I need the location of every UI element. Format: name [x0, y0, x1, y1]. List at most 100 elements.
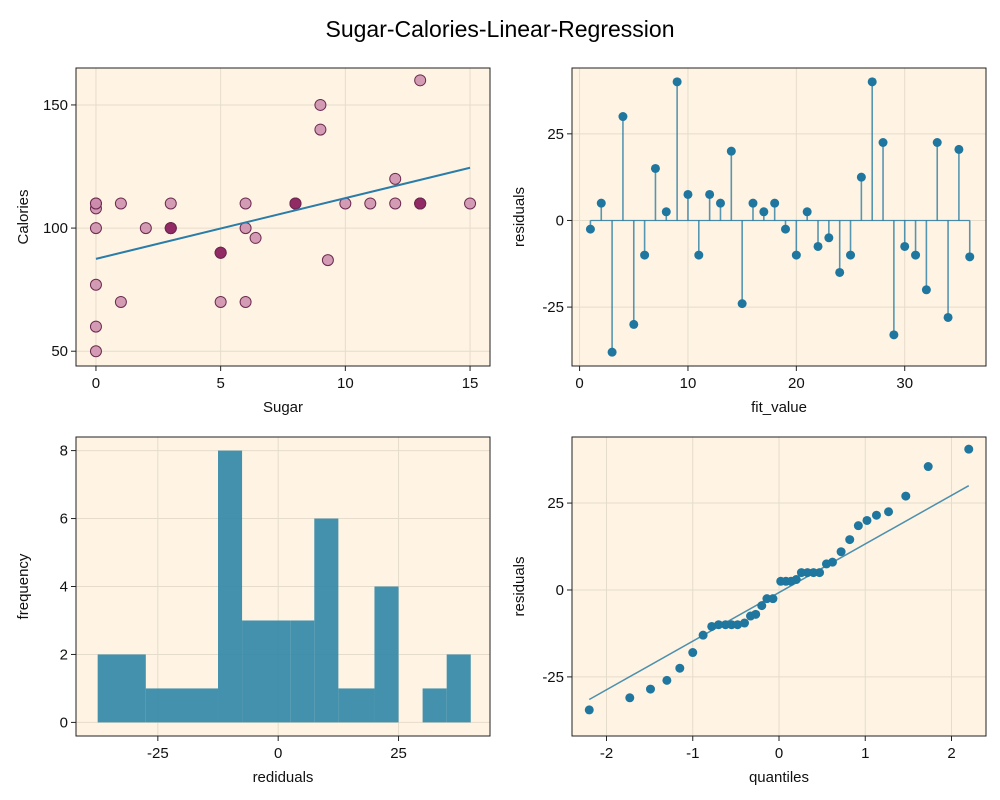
qq-point [751, 609, 761, 619]
stem-marker [607, 347, 617, 357]
x-tick-label: 15 [462, 375, 479, 392]
histogram-bar [242, 620, 291, 723]
stem-marker [965, 252, 975, 262]
scatter-point [164, 197, 177, 210]
scatter-point-overlap [164, 222, 177, 235]
histogram-bar [338, 688, 375, 723]
histogram-bar [218, 450, 243, 723]
stem-marker [954, 144, 964, 154]
scatter-point [389, 197, 402, 210]
x-tick-label: 5 [216, 375, 224, 392]
scatter-point [89, 320, 102, 333]
x-tick-label: 30 [896, 375, 913, 392]
scatter-point [414, 74, 427, 87]
histogram-bar [97, 654, 146, 723]
stem-marker [867, 77, 877, 87]
histogram-bar [145, 688, 219, 723]
x-tick-label: 10 [337, 375, 354, 392]
stem-marker [748, 198, 758, 208]
x-tick-label: 10 [680, 375, 697, 392]
scatter-point [214, 295, 227, 308]
scatter-point [114, 197, 127, 210]
qq-plot-panel: -2 -1 0 1 2 -25 0 25 quantiles residuals [511, 436, 987, 786]
stem-marker [640, 250, 650, 260]
qq-point [791, 575, 801, 585]
x-tick-label: 20 [788, 375, 805, 392]
x-axis-label: fit_value [751, 399, 807, 416]
stem-marker [813, 241, 823, 251]
x-tick-label: 1 [861, 745, 869, 762]
plot-frame [75, 67, 491, 367]
plot-area [572, 68, 986, 366]
histogram-bar [422, 688, 447, 723]
stem-marker [629, 319, 639, 329]
plot-frame [571, 67, 987, 367]
y-tick-label: 0 [556, 212, 564, 229]
y-tick-label: 6 [60, 511, 68, 528]
stem-marker [759, 207, 769, 217]
stem-marker [694, 250, 704, 260]
qq-point [871, 510, 881, 520]
stem-marker [661, 207, 671, 217]
stem-marker [932, 138, 942, 147]
qq-point [815, 568, 825, 578]
qq-point [740, 618, 749, 628]
x-tick-label: 0 [274, 745, 282, 762]
data-layer [585, 77, 975, 357]
qq-point [768, 594, 778, 604]
qq-point [584, 705, 594, 715]
stem-marker [683, 189, 693, 199]
x-tick-label: 0 [575, 375, 583, 392]
regression-line [95, 166, 471, 260]
qq-point [827, 557, 837, 567]
qq-point [757, 601, 767, 611]
y-axis-label: Calories [15, 189, 32, 244]
stem-marker [900, 241, 910, 251]
scatter-point [239, 295, 252, 308]
qq-point [964, 444, 974, 454]
scatter-point [389, 172, 402, 185]
x-axis-label: quantiles [749, 769, 809, 786]
x-tick-label: -1 [686, 745, 699, 762]
stem-marker [878, 138, 888, 147]
y-tick-label: 0 [556, 582, 564, 599]
qq-point [707, 621, 717, 631]
qq-reference-line [588, 485, 970, 701]
figure-title: Sugar-Calories-Linear-Regression [325, 16, 675, 42]
stem-marker [715, 198, 725, 208]
y-tick-label: -25 [542, 669, 564, 686]
y-tick-label: 150 [43, 97, 68, 114]
scatter-point-overlap [289, 197, 302, 210]
scatter-point [464, 197, 477, 210]
x-tick-label: 0 [775, 745, 783, 762]
data-layer [97, 450, 471, 723]
stem-marker [585, 224, 595, 234]
residual-histogram-panel: -25 0 25 0 2 4 6 8 rediduals frequency [15, 436, 491, 786]
stem-marker [921, 285, 931, 295]
stem-marker [889, 330, 899, 340]
qq-point [884, 507, 894, 517]
x-tick-label: -25 [147, 745, 169, 762]
stem-marker [835, 267, 845, 277]
scatter-point [89, 197, 102, 210]
x-tick-label: 25 [390, 745, 407, 762]
y-tick-label: 4 [60, 579, 68, 596]
residuals-stem-panel: 0 10 20 30 -25 0 25 fit_value residuals [511, 67, 987, 416]
qq-point [845, 535, 855, 545]
y-tick-label: 100 [43, 220, 68, 237]
stem-marker [781, 224, 791, 234]
y-axis-label: residuals [511, 556, 528, 616]
scatter-point [239, 197, 252, 210]
stem-marker [726, 146, 736, 156]
plot-area [76, 68, 490, 366]
stem-marker [596, 198, 606, 208]
x-tick-label: 0 [92, 375, 100, 392]
y-axis-label: frequency [15, 553, 32, 619]
scatter-point [89, 278, 102, 291]
qq-point [853, 521, 863, 531]
y-tick-label: 25 [547, 495, 564, 512]
qq-point [698, 630, 708, 640]
stem-marker [705, 189, 715, 199]
x-axis-label: Sugar [263, 399, 303, 416]
